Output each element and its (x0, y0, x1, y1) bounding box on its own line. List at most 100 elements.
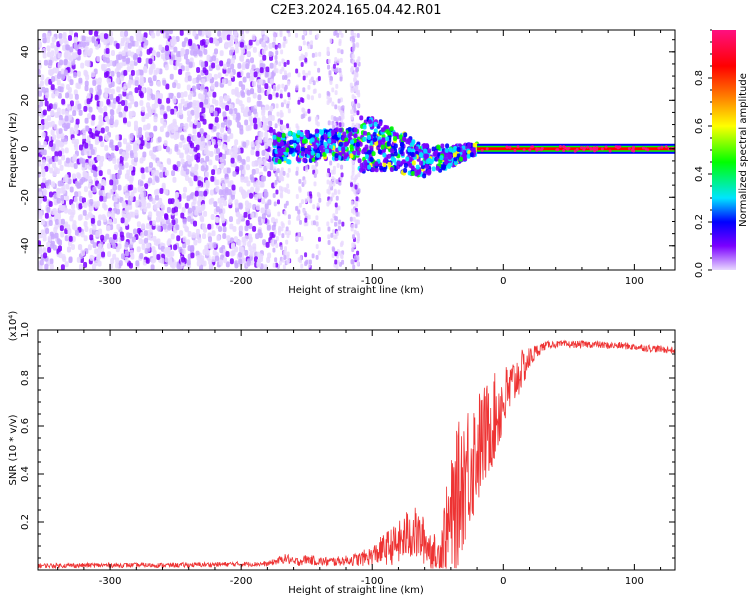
heatmap-cell (65, 110, 70, 117)
heatmap-cell (107, 251, 112, 258)
heatmap-cell (87, 113, 92, 120)
heatmap-cell (253, 71, 258, 78)
heatmap-cell (162, 223, 167, 230)
heatmap-cell (77, 190, 82, 197)
heatmap-cell (58, 33, 63, 40)
heatmap-cell (148, 211, 153, 218)
heatmap-cell (340, 106, 344, 112)
heatmap-cell (614, 145, 618, 149)
heatmap-cell (411, 160, 416, 166)
heatmap-cell (350, 109, 354, 115)
heatmap-cell (196, 254, 201, 261)
heatmap-cell (362, 136, 367, 142)
heatmap-cell (84, 45, 89, 52)
heatmap-cell (103, 105, 108, 112)
heatmap-cell (120, 40, 125, 47)
heatmap-cell (230, 63, 235, 70)
heatmap-cell (84, 117, 89, 124)
heatmap-cell (148, 162, 153, 169)
heatmap-cell (280, 245, 284, 251)
heatmap-cell (522, 148, 526, 152)
heatmap-cell (339, 57, 343, 63)
heatmap-frame (37, 29, 676, 271)
heatmap-cell (176, 263, 181, 270)
heatmap-cell (185, 143, 190, 150)
heatmap-cell (81, 197, 86, 204)
heatmap-cell (40, 219, 45, 226)
heatmap-cell (535, 148, 539, 152)
heatmap-cell (241, 158, 246, 165)
heatmap-cell (82, 133, 87, 140)
heatmap-cell (178, 68, 183, 75)
heatmap-cell (62, 44, 67, 51)
heatmap-cell (169, 43, 174, 50)
heatmap-cell (66, 61, 71, 68)
heatmap-cell (266, 208, 271, 215)
heatmap-cell (198, 50, 203, 57)
heatmap-cell (387, 161, 392, 167)
heatmap-cell (403, 162, 408, 168)
heatmap-cell (42, 109, 47, 116)
heatmap-cell (326, 46, 330, 52)
heatmap-cell (244, 225, 249, 232)
heatmap-cell (286, 183, 290, 189)
heatmap-cell (151, 32, 156, 39)
heatmap-cell (54, 232, 59, 239)
heatmap-cell (338, 115, 342, 121)
heatmap-cell (154, 189, 159, 196)
heatmap-cell (109, 108, 114, 115)
heatmap-cell (452, 152, 457, 158)
heatmap-cell (313, 181, 317, 187)
heatmap-cell (403, 132, 408, 138)
heatmap-cell (83, 51, 88, 58)
heatmap-cell (327, 239, 331, 245)
heatmap-cell (238, 100, 243, 107)
heatmap-cell (208, 159, 213, 166)
heatmap-cell (51, 92, 56, 99)
heatmap-cell (217, 139, 222, 146)
heatmap-cell (283, 125, 287, 131)
heatmap-cell (269, 232, 274, 239)
heatmap-cell (317, 250, 321, 256)
heatmap-cell (61, 108, 66, 115)
heatmap-cell (56, 191, 61, 198)
heatmap-cell (300, 62, 304, 68)
heatmap-cell (123, 69, 128, 76)
heatmap-cell (118, 260, 123, 267)
heatmap-cell (233, 236, 238, 243)
heatmap-cell (212, 125, 217, 132)
heatmap-cell (252, 117, 257, 124)
heatmap-cell (277, 148, 282, 154)
heatmap-cell (201, 107, 206, 114)
heatmap-cell (83, 105, 88, 112)
heatmap-cell (73, 43, 78, 50)
heatmap-cell (229, 34, 234, 41)
heatmap-cell (181, 256, 186, 263)
heatmap-cell (162, 79, 167, 86)
heatmap-cell (199, 101, 204, 108)
heatmap-cell (414, 146, 419, 152)
heatmap-cell (104, 93, 109, 100)
heatmap-cell (155, 93, 160, 100)
heatmap-cell (176, 92, 181, 99)
heatmap-cell (352, 209, 356, 215)
heatmap-cell (627, 147, 631, 151)
heatmap-cell (356, 260, 360, 266)
heatmap-cell (103, 33, 108, 40)
heatmap-cell (250, 141, 255, 148)
heatmap-cell (406, 138, 411, 144)
heatmap-cell (151, 169, 156, 176)
heatmap-cell (165, 83, 170, 90)
heatmap-cell (252, 243, 257, 250)
heatmap-cell (101, 251, 106, 258)
heatmap-cell (262, 239, 267, 246)
heatmap-cell (255, 150, 260, 157)
heatmap-cell (145, 223, 150, 230)
heatmap-cell (210, 175, 215, 182)
heatmap-cell (630, 148, 634, 152)
heatmap-cell (275, 189, 279, 195)
heatmap-cell (444, 147, 449, 153)
heatmap-cell (352, 264, 356, 270)
heatmap-cell (210, 213, 215, 220)
heatmap-cell (250, 212, 255, 219)
